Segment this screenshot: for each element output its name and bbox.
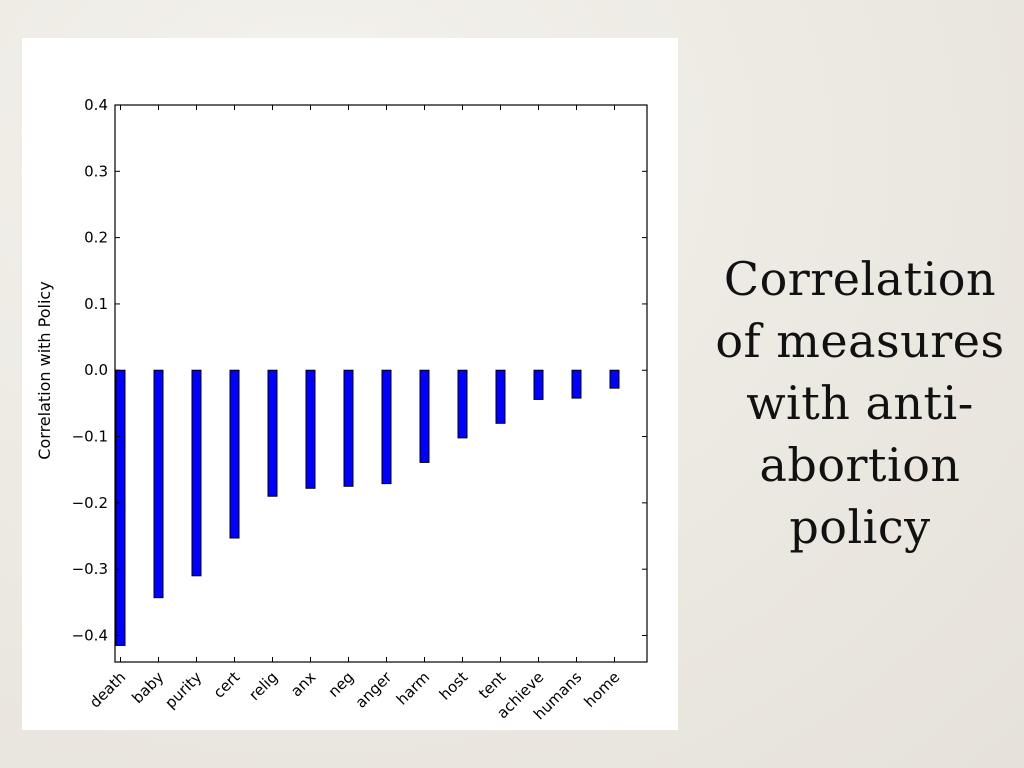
y-tick-label: 0.0 <box>84 361 108 379</box>
y-tick-label: 0.1 <box>84 295 108 313</box>
x-tick-label-anx: anx <box>287 668 319 700</box>
y-tick-label: 0.2 <box>84 229 108 247</box>
correlation-bar-chart: 0.4 0.3 0.2 0.1 0.0 −0.1 −0.2 −0.3 −0.4 death bab… <box>35 96 648 724</box>
ticks-layer <box>115 104 647 662</box>
chart-panel: 0.4 0.3 0.2 0.1 0.0 −0.1 −0.2 −0.3 −0.4 death bab… <box>22 38 678 730</box>
x-tick-label-death: death <box>86 668 129 711</box>
bar-purity <box>191 369 202 577</box>
plot-frame <box>114 104 648 663</box>
x-tick-label-host: host <box>436 668 472 704</box>
y-tick-label: −0.1 <box>72 428 108 446</box>
bar-neg <box>343 369 354 487</box>
bar-achieve <box>533 369 544 400</box>
bar-host <box>457 369 468 439</box>
bar-home <box>609 369 620 389</box>
x-tick-label-relig: relig <box>245 668 281 704</box>
x-tick-label-neg: neg <box>325 668 358 701</box>
y-axis-label: Correlation with Policy <box>35 281 54 459</box>
slide-caption: Correlation of measures with anti-aborti… <box>715 252 1005 554</box>
bar-cert <box>229 369 240 539</box>
bar-harm <box>419 369 430 463</box>
bars-layer <box>115 369 620 646</box>
y-tick-label: −0.4 <box>72 626 108 644</box>
bar-anger <box>381 369 392 485</box>
bar-anx <box>305 369 316 489</box>
x-tick-label-purity: purity <box>161 668 205 712</box>
y-tick-label: 0.3 <box>84 162 108 180</box>
bar-baby <box>153 369 164 599</box>
x-tick-label-anger: anger <box>352 668 396 712</box>
y-tick-label: 0.4 <box>84 96 108 114</box>
y-tick-label: −0.3 <box>72 560 108 578</box>
x-tick-label-cert: cert <box>210 668 244 702</box>
x-tick-label-home: home <box>581 668 624 711</box>
bar-tent <box>495 369 506 424</box>
bar-humans <box>571 369 582 399</box>
y-tick-labels: 0.4 0.3 0.2 0.1 0.0 −0.1 −0.2 −0.3 −0.4 <box>72 96 108 644</box>
x-tick-label-baby: baby <box>128 668 167 707</box>
bar-relig <box>267 369 278 497</box>
bar-death <box>115 369 126 646</box>
y-tick-label: −0.2 <box>72 494 108 512</box>
x-tick-label-harm: harm <box>393 668 433 708</box>
